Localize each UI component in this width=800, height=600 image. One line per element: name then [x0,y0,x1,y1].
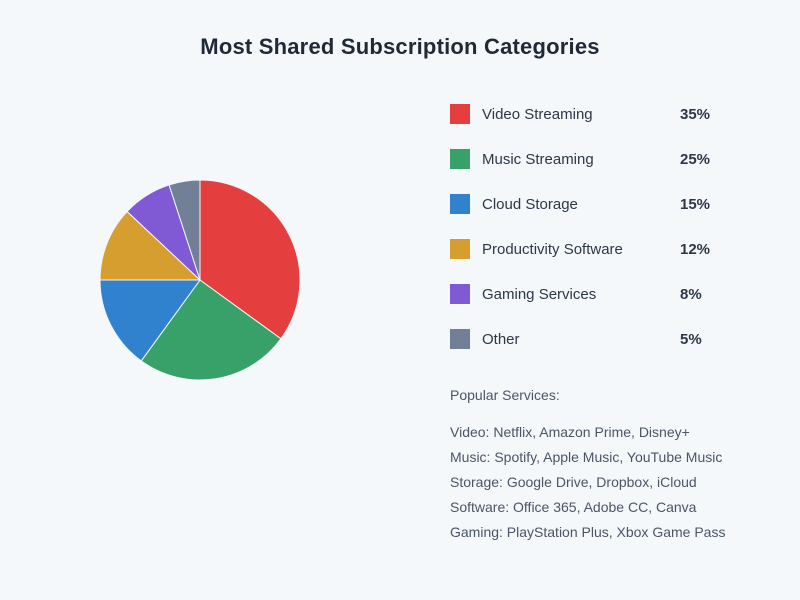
legend-row-productivity-software: Productivity Software 12% [450,239,716,259]
pie-chart [100,180,300,380]
legend-percent: 12% [680,240,711,258]
legend-row-gaming-services: Gaming Services 8% [450,284,716,304]
legend-swatch-gaming-services [450,284,470,304]
note-line: Music: Spotify, Apple Music, YouTube Mus… [450,449,723,465]
pie-slice-cloud-storage [100,279,201,362]
legend-percent: 15% [680,195,711,213]
legend-row-cloud-storage: Cloud Storage 15% [450,194,716,214]
legend-percent: 35% [680,105,711,123]
pie-slice-music-streaming [140,279,282,380]
popular-services-lines: Video: Netflix, Amazon Prime, Disney+ Mus… [450,420,770,545]
legend-percent: 25% [680,150,711,168]
legend-swatch-video-streaming [450,104,470,124]
popular-services-heading: Popular Services: [450,387,560,403]
legend-row-other: Other 5% [450,329,716,349]
legend-row-music-streaming: Music Streaming 25% [450,149,716,169]
legend-label: Gaming Services [482,285,597,303]
pie-slice-productivity-software [100,210,202,281]
legend-label: Cloud Storage [482,195,578,213]
chart-legend: Video Streaming 35% Music Streaming 25% Clou… [450,104,716,349]
page-title: Most Shared Subscription Categories [200,33,600,59]
legend-swatch-music-streaming [450,149,470,169]
pie-slice-other [168,180,201,281]
legend-label: Video Streaming [482,105,593,123]
legend-swatch-productivity-software [450,239,470,259]
pie-slice-group [100,180,300,380]
legend-percent: 8% [680,285,702,303]
note-line: Storage: Google Drive, Dropbox, iCloud [450,474,697,490]
note-line: Software: Office 365, Adobe CC, Canva [450,499,697,515]
legend-swatch-cloud-storage [450,194,470,214]
legend-row-video-streaming: Video Streaming 35% [450,104,716,124]
popular-services-block: Popular Services: Video: Netflix, Amazon… [450,387,770,545]
legend-label: Productivity Software [482,240,623,258]
legend-label: Music Streaming [482,150,594,168]
note-line: Video: Netflix, Amazon Prime, Disney+ [450,424,690,440]
note-line: Gaming: PlayStation Plus, Xbox Game Pass [450,524,726,540]
pie-slice-video-streaming [199,180,300,340]
legend-percent: 5% [680,330,702,348]
legend-swatch-other [450,329,470,349]
legend-label: Other [482,330,520,348]
